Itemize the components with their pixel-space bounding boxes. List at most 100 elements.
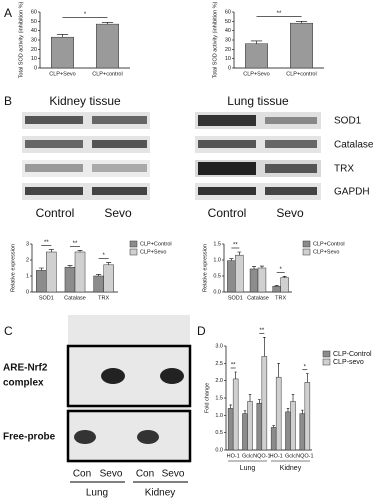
significance-label: **: [44, 240, 49, 246]
y-tick-label: 40: [225, 28, 231, 34]
bar: [272, 285, 281, 293]
y-tick-label: 0.5: [213, 273, 221, 279]
group-label: Kidney: [280, 465, 302, 472]
blot-lung: [195, 112, 321, 200]
panel-label: C: [4, 324, 13, 338]
bar: [247, 401, 253, 451]
error-bar: [234, 371, 237, 379]
lane-label: Control: [36, 206, 75, 220]
bar: [304, 382, 311, 451]
error-bar: [263, 337, 266, 357]
legend-swatch: [322, 358, 331, 366]
y-tick-label: 20: [31, 47, 37, 53]
error-bar: [291, 394, 295, 402]
x-tick-label: Catalase: [64, 295, 86, 301]
error-bar: [282, 276, 287, 278]
y-tick-label: 2: [26, 257, 29, 263]
gel: [66, 315, 192, 463]
significance-label: *: [102, 253, 105, 259]
bar: [256, 402, 263, 451]
y-tick-label: 20: [225, 47, 231, 53]
error-bar: [67, 265, 73, 268]
y-tick-label: 1: [26, 273, 29, 279]
x-tick-label: NQO-1: [296, 453, 313, 459]
panel-label: D: [197, 324, 206, 338]
significance-label: *: [279, 267, 282, 273]
bar: [232, 378, 239, 451]
bar: [96, 23, 119, 69]
x-tick-label: CLP+control: [286, 71, 316, 77]
y-tick-label: 3: [26, 241, 29, 247]
y-tick-label: 2.5: [215, 361, 223, 367]
error-bar: [48, 249, 54, 252]
x-tick-label: CLP+Sevo: [49, 71, 75, 77]
x-tick-label: TRX: [98, 295, 109, 301]
bar: [290, 401, 296, 451]
y-axis-label: Total SOD activity (inhibition %): [212, 1, 218, 78]
y-tick-label: 50: [225, 19, 231, 25]
protein-label: GAPDH: [334, 187, 370, 198]
group-label: Lung: [240, 465, 256, 472]
bar: [227, 408, 234, 451]
x-tick-label: Gclc: [285, 453, 296, 459]
error-bar: [77, 250, 83, 252]
lane-label: Sevo: [276, 206, 304, 220]
y-axis-label: Relative expression: [202, 244, 208, 292]
significance-label: **: [73, 241, 78, 247]
y-tick-label: 30: [225, 37, 231, 43]
error-bar: [38, 267, 44, 271]
y-tick-label: 1.5: [215, 395, 223, 401]
significance-label: **: [259, 328, 264, 334]
panel-label: A: [4, 6, 12, 20]
bar: [46, 251, 57, 293]
error-bar: [96, 274, 102, 276]
bar: [74, 251, 86, 293]
legend-swatch: [302, 248, 311, 256]
legend-label: CLP-sevo: [333, 359, 364, 366]
bar: [103, 264, 114, 293]
bar: [257, 267, 267, 293]
lane-label: Con: [73, 469, 91, 480]
y-tick-label: 60: [31, 9, 37, 15]
error-bar: [272, 425, 275, 428]
error-bar: [252, 266, 257, 269]
error-bar: [259, 265, 264, 268]
y-axis-label: Fold change: [204, 383, 210, 413]
y-tick-label: 0.0: [213, 289, 221, 295]
error-bar: [274, 285, 279, 287]
y-tick-label: 2.0: [215, 378, 223, 384]
legend-label: CLP-Control: [333, 351, 372, 358]
legend-label: CLP+Sevo: [313, 249, 339, 255]
x-tick-label: NQO-1: [253, 453, 270, 459]
legend-swatch: [322, 350, 331, 358]
y-tick-label: 60: [225, 9, 231, 15]
y-tick-label: 0.0: [215, 447, 223, 453]
x-tick-label: CLP+control: [92, 71, 122, 77]
significance-label: *: [84, 12, 87, 18]
legend-swatch: [302, 240, 311, 248]
error-bar: [295, 21, 308, 24]
x-tick-label: HO-1: [227, 453, 240, 459]
lane-label: Sevo: [104, 206, 132, 220]
protein-label: SOD1: [334, 116, 362, 127]
significance-label: **: [231, 363, 236, 369]
y-tick-label: 0.5: [215, 430, 223, 436]
y-axis-label: Relative expression: [10, 244, 16, 292]
y-tick-label: 1.0: [215, 413, 223, 419]
legend-swatch: [129, 240, 138, 248]
significance-label: **: [277, 11, 282, 17]
error-bar: [248, 394, 252, 402]
band-label: Free-probe: [3, 432, 56, 443]
legend-label: CLP+Control: [140, 241, 172, 247]
protein-label: TRX: [334, 164, 354, 175]
error-bar: [250, 40, 263, 44]
error-bar: [106, 262, 112, 265]
significance-label: **: [233, 243, 238, 249]
error-bar: [277, 363, 280, 378]
x-tick-label: Gclc: [242, 453, 253, 459]
y-tick-label: 40: [31, 28, 37, 34]
bar: [235, 254, 244, 293]
error-bar: [229, 258, 234, 261]
lane-label: Con: [136, 469, 154, 480]
bar: [242, 413, 248, 451]
